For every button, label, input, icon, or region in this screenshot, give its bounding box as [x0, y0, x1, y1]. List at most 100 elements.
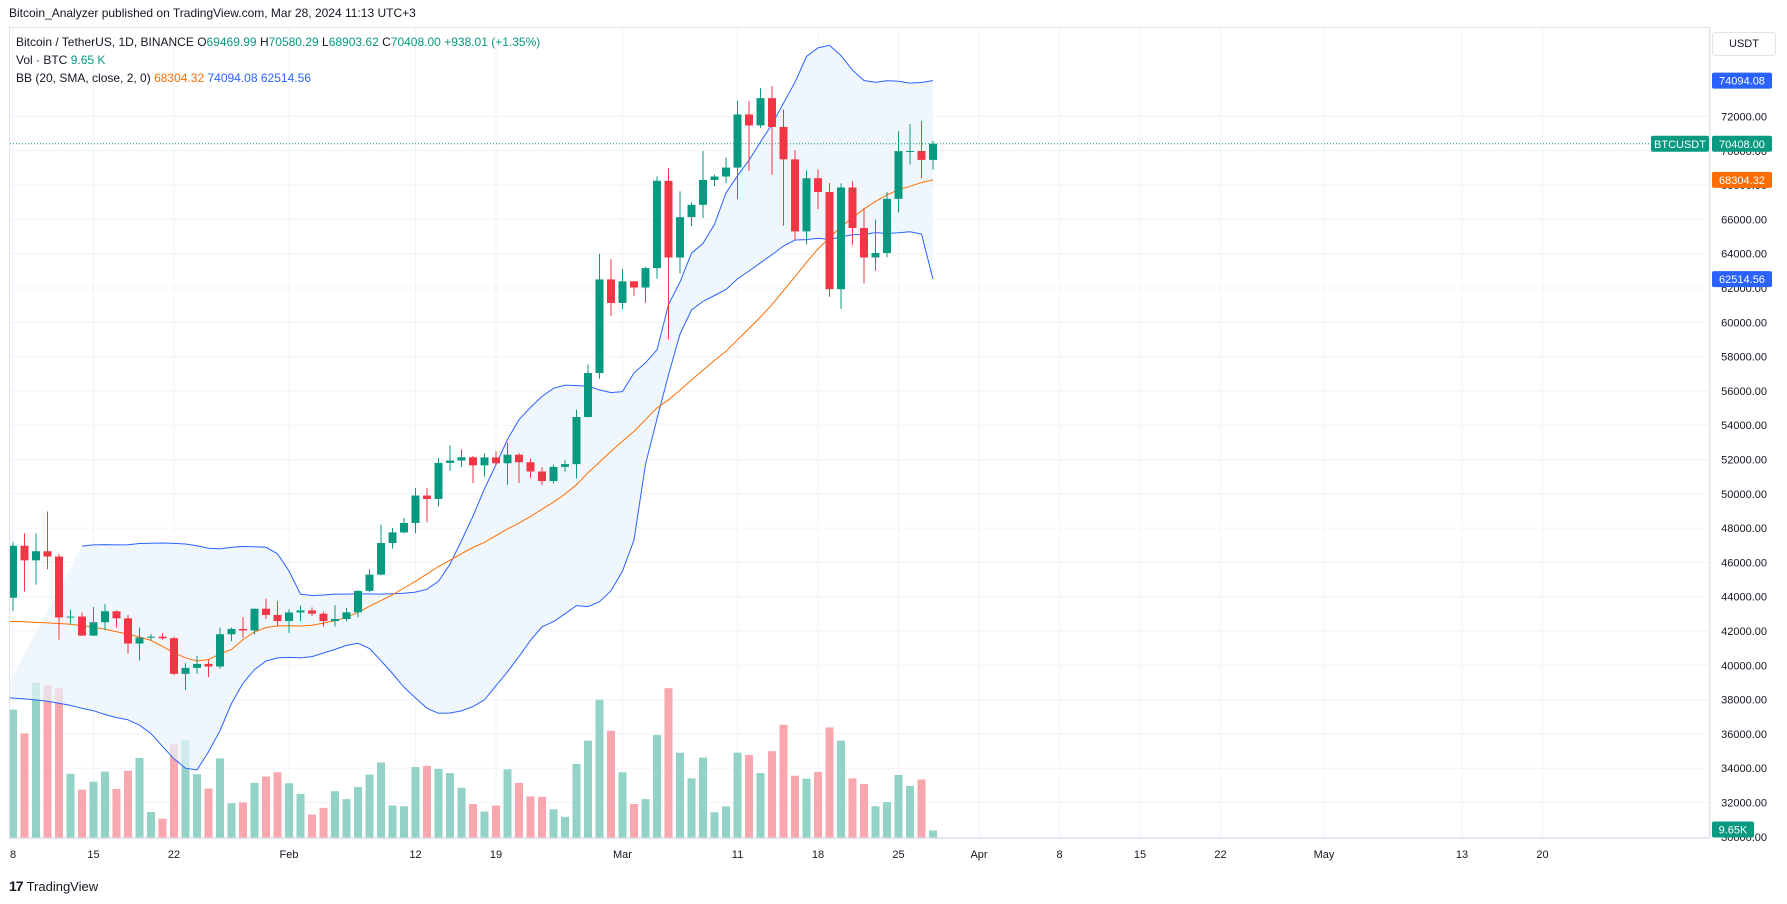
- time-axis-tick-label: 22: [1214, 849, 1226, 861]
- volume-bar: [607, 730, 615, 838]
- candle: [791, 150, 799, 240]
- candle-body: [101, 611, 109, 623]
- candle: [342, 607, 351, 622]
- candle-body: [319, 613, 328, 622]
- tradingview-logo[interactable]: 17 TradingView: [9, 878, 98, 894]
- candle: [883, 191, 891, 258]
- candle-body: [595, 279, 604, 374]
- candle: [262, 598, 270, 619]
- volume-bar: [883, 802, 891, 838]
- price-tag-label: 68304.32: [1719, 175, 1765, 187]
- candle-body: [434, 462, 443, 499]
- volume-bar: [515, 782, 523, 838]
- volume-bar: [285, 783, 293, 838]
- candle-body: [147, 636, 155, 638]
- candle: [423, 487, 431, 523]
- candle-body: [779, 126, 788, 160]
- candle: [216, 627, 224, 669]
- candle: [388, 528, 397, 549]
- price-axis-tick-label: 34000.00: [1721, 763, 1767, 775]
- time-axis-tick-label: 22: [168, 849, 180, 861]
- volume-bar: [561, 816, 569, 838]
- candle: [526, 458, 535, 478]
- price-tag-label: 62514.56: [1719, 274, 1765, 286]
- bb-lower-line: [10, 231, 934, 771]
- volume-bar: [354, 787, 362, 838]
- candle: [204, 660, 213, 678]
- volume-bar: [388, 805, 397, 838]
- price-axis-tick-label: 60000.00: [1721, 317, 1767, 329]
- price-tag-bg: [1712, 135, 1772, 152]
- candle: [112, 610, 121, 628]
- legend-low-value: 68903.62: [328, 35, 379, 49]
- volume-bar: [768, 751, 776, 838]
- candle-body: [630, 281, 638, 288]
- time-axis-tick-label: Feb: [280, 849, 299, 861]
- candle: [365, 569, 374, 593]
- candle-body: [722, 167, 730, 177]
- candle-body: [158, 636, 167, 639]
- candle-body: [906, 150, 914, 152]
- candle-body: [204, 663, 213, 667]
- candle-body: [480, 457, 489, 466]
- volume-bar: [917, 779, 926, 838]
- volume-tag-bg: [1712, 821, 1754, 838]
- candle-body: [135, 637, 144, 644]
- candle: [538, 467, 546, 486]
- candle-body: [10, 545, 17, 598]
- candle: [400, 517, 408, 534]
- candle-body: [216, 634, 224, 667]
- volume-bar: [733, 752, 742, 838]
- candle: [124, 615, 132, 654]
- candle-body: [883, 198, 891, 254]
- candle: [446, 445, 454, 471]
- volume-bar: [584, 740, 592, 838]
- volume-bar: [779, 724, 788, 838]
- price-axis-tick-label: 66000.00: [1721, 214, 1767, 226]
- candle: [710, 174, 719, 187]
- currency-button[interactable]: USDT: [1712, 32, 1776, 56]
- volume-bar: [630, 804, 638, 838]
- candle: [227, 627, 236, 642]
- candle: [457, 449, 466, 468]
- candle-body: [250, 608, 259, 631]
- candle-body: [239, 628, 247, 631]
- price-axis-tick-label: 54000.00: [1721, 420, 1767, 432]
- candle: [630, 281, 638, 296]
- candle: [354, 590, 362, 618]
- candle: [802, 170, 811, 245]
- candle-body: [848, 187, 857, 228]
- volume-bar: [446, 773, 454, 838]
- volume-bar: [124, 770, 132, 838]
- candle: [250, 608, 259, 635]
- legend-volume-row[interactable]: Vol · BTC 9.65 K: [16, 51, 540, 69]
- time-axis-tick-label: 18: [812, 849, 824, 861]
- volume-bar: [112, 788, 121, 838]
- candle: [894, 131, 903, 213]
- candle-body: [262, 608, 270, 615]
- volume-bar: [181, 740, 190, 838]
- price-tag-bg: [1712, 271, 1772, 288]
- candle: [135, 627, 144, 661]
- volume-bar: [66, 773, 75, 838]
- volume-bar: [687, 778, 696, 838]
- candle-body: [181, 667, 190, 674]
- candle: [745, 100, 753, 171]
- tradingview-logo-icon: 17: [9, 878, 24, 894]
- candle: [147, 634, 155, 641]
- candle: [653, 176, 661, 279]
- volume-bar: [331, 791, 339, 838]
- legend-symbol[interactable]: Bitcoin / TetherUS, 1D, BINANCE: [16, 35, 194, 49]
- legend-bb-row[interactable]: BB (20, SMA, close, 2, 0) 68304.32 74094…: [16, 69, 540, 87]
- candle-body: [388, 532, 397, 544]
- volume-bar: [526, 796, 535, 838]
- volume-bar: [618, 772, 627, 838]
- candle-body: [561, 464, 569, 467]
- volume-bar: [595, 699, 604, 838]
- volume-bar: [273, 772, 282, 838]
- time-axis-tick-label: Mar: [613, 849, 632, 861]
- volume-bar: [319, 807, 328, 838]
- candle-body: [377, 543, 385, 575]
- volume-bar: [89, 781, 98, 838]
